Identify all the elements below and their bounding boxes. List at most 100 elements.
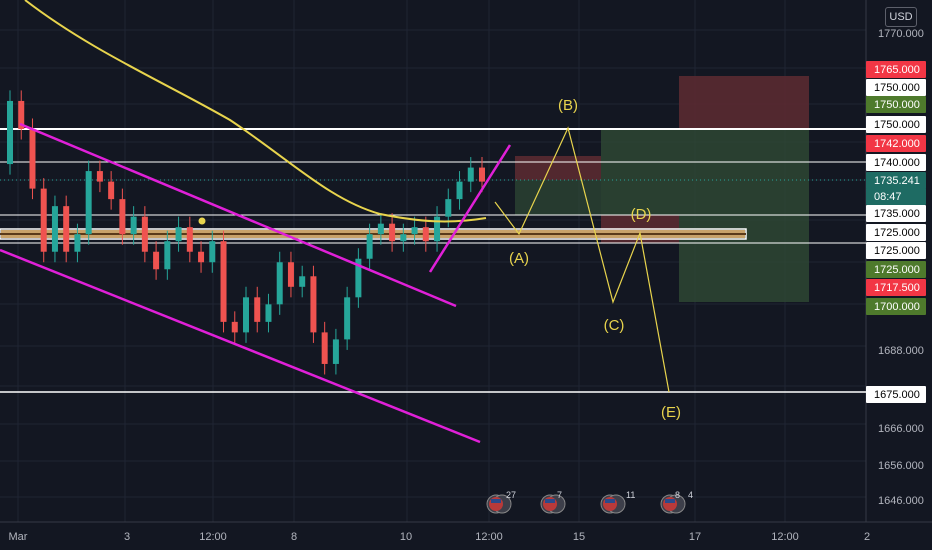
event-count-label: 4 — [688, 490, 693, 500]
price-axis-label-box — [866, 279, 926, 296]
candle-body — [344, 297, 351, 340]
candle-body — [321, 332, 328, 364]
event-count-label: 27 — [506, 490, 516, 500]
candle-body — [198, 251, 205, 263]
candle-body — [231, 321, 238, 333]
price-axis-label: 1725.000 — [874, 245, 920, 257]
time-axis-tick-label: 12:00 — [771, 531, 799, 543]
candle-body — [153, 251, 160, 270]
currency-label: USD — [889, 11, 913, 23]
event-count-label: 8 — [675, 490, 680, 500]
target-zone — [601, 129, 679, 215]
price-axis-label-box — [866, 172, 926, 189]
price-axis-tick-label: 1770.000 — [878, 28, 924, 40]
flag-icon — [665, 499, 675, 503]
candle-body — [96, 171, 103, 182]
candle-body — [243, 297, 249, 333]
price-axis-label-box — [866, 224, 926, 241]
projected-wave-path — [494, 126, 670, 393]
channel-upper-line — [19, 122, 457, 308]
candle-body — [209, 241, 216, 263]
candle-body — [74, 234, 81, 252]
price-axis-label: 1725.000 — [874, 227, 920, 239]
candle-body — [355, 258, 362, 298]
time-axis-tick-label: 17 — [689, 531, 701, 543]
price-axis-label: 1765.000 — [874, 64, 920, 76]
time-axis-tick-label: 3 — [124, 531, 130, 543]
candle-body — [254, 297, 261, 322]
candle-body — [164, 241, 171, 270]
price-axis-tick-label: 1656.000 — [878, 460, 924, 472]
price-axis-label: 1675.000 — [874, 389, 920, 401]
candle-body — [299, 276, 306, 287]
moving-average-line — [24, 0, 487, 223]
wave-label: (D) — [631, 206, 652, 223]
price-axis-label-box — [866, 298, 926, 315]
price-axis-label: 1735.241 — [874, 175, 920, 187]
candle-body — [411, 227, 418, 235]
price-axis-label: 08:47 — [874, 191, 902, 203]
time-axis-tick-label: 15 — [573, 531, 585, 543]
flag-icon — [491, 499, 501, 503]
price-axis-label-box — [866, 61, 926, 78]
candle-body — [389, 223, 396, 242]
event-count-label: 7 — [557, 490, 562, 500]
candle-body — [51, 206, 58, 252]
channel-lower-line — [0, 248, 481, 444]
candle-body — [445, 199, 452, 217]
price-axis-label-box — [866, 386, 926, 403]
price-axis-label-box — [866, 135, 926, 152]
candle-body — [377, 223, 384, 235]
price-axis-tick-label: 1646.000 — [878, 495, 924, 507]
wave-label: (A) — [509, 250, 529, 267]
wave-label: (E) — [661, 404, 681, 421]
price-axis-label: 1750.000 — [874, 99, 920, 111]
candle-body — [141, 216, 148, 252]
candle-body — [18, 100, 25, 129]
event-count-label: 11 — [626, 490, 635, 500]
candle-body — [366, 234, 373, 259]
price-axis-label: 1700.000 — [874, 301, 920, 313]
candle-body — [456, 181, 463, 200]
price-axis-label-box — [866, 188, 926, 205]
flag-icon — [605, 499, 615, 503]
candle-body — [186, 227, 193, 252]
candle-body — [332, 339, 339, 364]
time-axis-tick-label: 10 — [400, 531, 412, 543]
time-axis-tick-label: Mar — [9, 531, 28, 543]
candle-body — [40, 188, 47, 252]
time-axis-tick-label: 12:00 — [475, 531, 503, 543]
time-axis-tick-label: 2 — [864, 531, 870, 543]
candle-body — [119, 199, 126, 235]
currency-button[interactable]: USD — [885, 7, 917, 27]
price-axis-tick-label: 1688.000 — [878, 345, 924, 357]
price-axis-tick-label: 1666.000 — [878, 423, 924, 435]
stop-zone — [515, 156, 601, 180]
candle-body — [29, 129, 36, 189]
stop-zone — [679, 76, 809, 129]
price-axis-label: 1742.000 — [874, 138, 920, 150]
candle-body — [130, 216, 137, 235]
price-axis-label: 1740.000 — [874, 157, 920, 169]
candle-body — [85, 171, 92, 235]
candle-body — [310, 276, 317, 333]
price-axis-label: 1750.000 — [874, 82, 920, 94]
price-axis-label: 1750.000 — [874, 119, 920, 131]
candle-body — [467, 167, 474, 182]
candle-body — [7, 100, 13, 165]
wave-label: (B) — [558, 97, 578, 114]
target-zone — [515, 180, 601, 215]
price-axis-label-box — [866, 242, 926, 259]
flag-icon — [545, 499, 555, 503]
candle-body — [287, 262, 294, 287]
candle-body — [276, 262, 283, 305]
price-axis-label-box — [866, 79, 926, 96]
candle-body — [479, 167, 485, 182]
candle-body — [220, 241, 227, 322]
price-axis-label-box — [866, 205, 926, 222]
candle-body — [108, 181, 115, 200]
wave-label: (C) — [604, 317, 625, 334]
price-axis-label-box — [866, 116, 926, 133]
